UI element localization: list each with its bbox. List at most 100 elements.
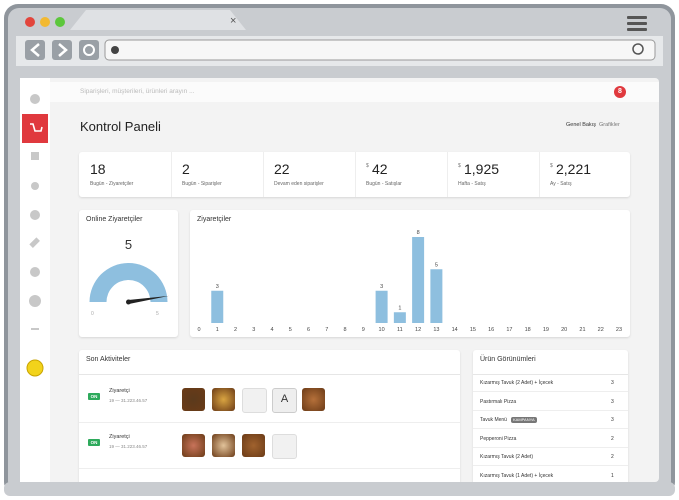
x-tick-label: 21 [579, 327, 585, 333]
product-name: Pastırmalı Pizza [480, 398, 517, 405]
x-tick-label: 19 [543, 327, 549, 333]
product-name: Kızarmış Tavuk (2 Adet) [480, 454, 533, 460]
bar [393, 312, 406, 323]
x-tick-label: 15 [470, 327, 476, 333]
gauge [89, 263, 170, 305]
thumbnail[interactable] [242, 388, 267, 413]
stat-value: 1,925 [464, 161, 500, 177]
online-value: 5 [124, 237, 133, 252]
stat-value: 2,221 [556, 161, 592, 177]
sidebar-icon[interactable] [29, 295, 41, 307]
close-dot[interactable] [25, 17, 35, 27]
activity-detail: 19 — 31.223.46.57 [109, 444, 148, 449]
tab-overview[interactable]: Genel Bakış [566, 122, 596, 128]
forward-button[interactable] [52, 40, 72, 60]
x-tick-label: 8 [344, 327, 347, 333]
menu-icon[interactable] [627, 16, 647, 31]
top-bar [50, 82, 659, 102]
x-tick-label: 3 [252, 327, 255, 333]
sidebar-icon[interactable] [31, 328, 39, 330]
frame-bottom [4, 482, 675, 496]
thumbnail[interactable] [272, 388, 297, 413]
x-tick-label: 23 [616, 327, 622, 333]
logo[interactable] [26, 359, 44, 377]
stat-prefix: $ [366, 163, 369, 169]
bar [430, 269, 443, 323]
stat-prefix: $ [458, 163, 461, 169]
status-badge: ON [88, 439, 100, 446]
notification-badge[interactable] [614, 86, 626, 98]
reload-button[interactable] [79, 40, 99, 60]
x-tick-label: 6 [307, 327, 310, 333]
thumbnail[interactable] [212, 434, 235, 457]
x-tick-label: 10 [379, 327, 385, 333]
sidebar-icon[interactable] [31, 182, 39, 190]
product-count: 1 [611, 472, 614, 479]
stats-card: 18 Bugün - Ziyaretçiler 2 Bugün - Siparişle… [79, 152, 630, 197]
thumbnail[interactable] [182, 434, 205, 457]
sidebar-icon[interactable] [30, 94, 40, 104]
stat-label: Bugün - Satışlar [366, 181, 402, 187]
back-button[interactable] [25, 40, 45, 60]
address-bar[interactable] [104, 39, 656, 61]
x-tick-label: 20 [561, 327, 567, 333]
sidebar-icon[interactable] [29, 237, 40, 248]
search-placeholder[interactable]: Siparişleri, müşterileri, ürünleri arayı… [80, 88, 195, 95]
product-count: 3 [611, 417, 614, 423]
thumbnail[interactable] [242, 434, 265, 457]
x-tick-label: 4 [271, 327, 274, 333]
sidebar-icon[interactable] [31, 152, 39, 160]
page-title: Kontrol Paneli [80, 119, 161, 134]
online-card: Online Ziyaretçiler 5 0 5 [79, 210, 178, 337]
search-icon[interactable] [632, 43, 644, 55]
thumbnail[interactable] [272, 434, 297, 459]
gauge-arc [89, 263, 168, 302]
stat-label: Bugün - Ziyaretçiler [90, 181, 134, 187]
product-tag: KAMPANYA [511, 416, 537, 423]
product-name: Kızarmış Tavuk (2 Adet) + İçecek [480, 380, 554, 386]
product-name: Pepperoni Pizza [480, 435, 517, 442]
sidebar-icon[interactable] [30, 267, 40, 277]
thumbnail[interactable] [182, 388, 205, 411]
tab-charts[interactable]: Grafikler [599, 122, 620, 128]
x-tick-label: 22 [598, 327, 604, 333]
product-count: 3 [611, 398, 614, 405]
x-tick-label: 0 [197, 327, 200, 333]
x-tick-label: 9 [362, 327, 365, 333]
card-title: Online Ziyaretçiler [86, 216, 143, 223]
tab[interactable] [70, 10, 246, 30]
stat-value: 42 [372, 161, 388, 177]
products-card: Ürün Görünümleri Kızarmış Tavuk (2 Adet)… [473, 350, 628, 490]
tab-close[interactable]: × [230, 15, 236, 27]
stat-label: Devam eden siparişler [274, 181, 324, 187]
x-tick-label: 17 [506, 327, 512, 333]
product-count: 3 [611, 380, 614, 386]
thumbnail[interactable] [302, 388, 325, 411]
bar [211, 290, 224, 323]
thumbnail-letter: A [280, 393, 289, 405]
x-tick-label: 12 [415, 327, 421, 333]
x-tick-label: 7 [325, 327, 328, 333]
sidebar [20, 78, 50, 482]
bar-label: 8 [417, 230, 420, 236]
bar-label: 1 [398, 305, 401, 311]
max-dot[interactable] [55, 17, 65, 27]
card-title: Ziyaretçiler [197, 216, 232, 223]
sidebar-icon[interactable] [30, 210, 40, 220]
activity-type: Ziyaretçi [109, 434, 130, 440]
min-dot[interactable] [40, 17, 50, 27]
visitors-card: Ziyaretçiler 0 1 3 2 3 4 5 6 7 8 9 10 3 11 1 12 8 13 5 14 15… [190, 210, 630, 337]
bar-label: 3 [380, 284, 383, 290]
stat-label: Bugün - Siparişler [182, 181, 222, 187]
x-tick-label: 14 [452, 327, 458, 333]
bar-label: 5 [435, 262, 438, 268]
thumbnail[interactable] [212, 388, 235, 411]
gauge-max: 5 [156, 311, 159, 317]
product-name: Kızarmış Tavuk (1 Adet) + İçecek [480, 472, 554, 479]
gauge-min: 0 [91, 311, 94, 317]
stat-label: Ay - Satış [550, 181, 572, 187]
stat-value: 2 [182, 161, 190, 177]
bar-label: 3 [216, 284, 219, 290]
